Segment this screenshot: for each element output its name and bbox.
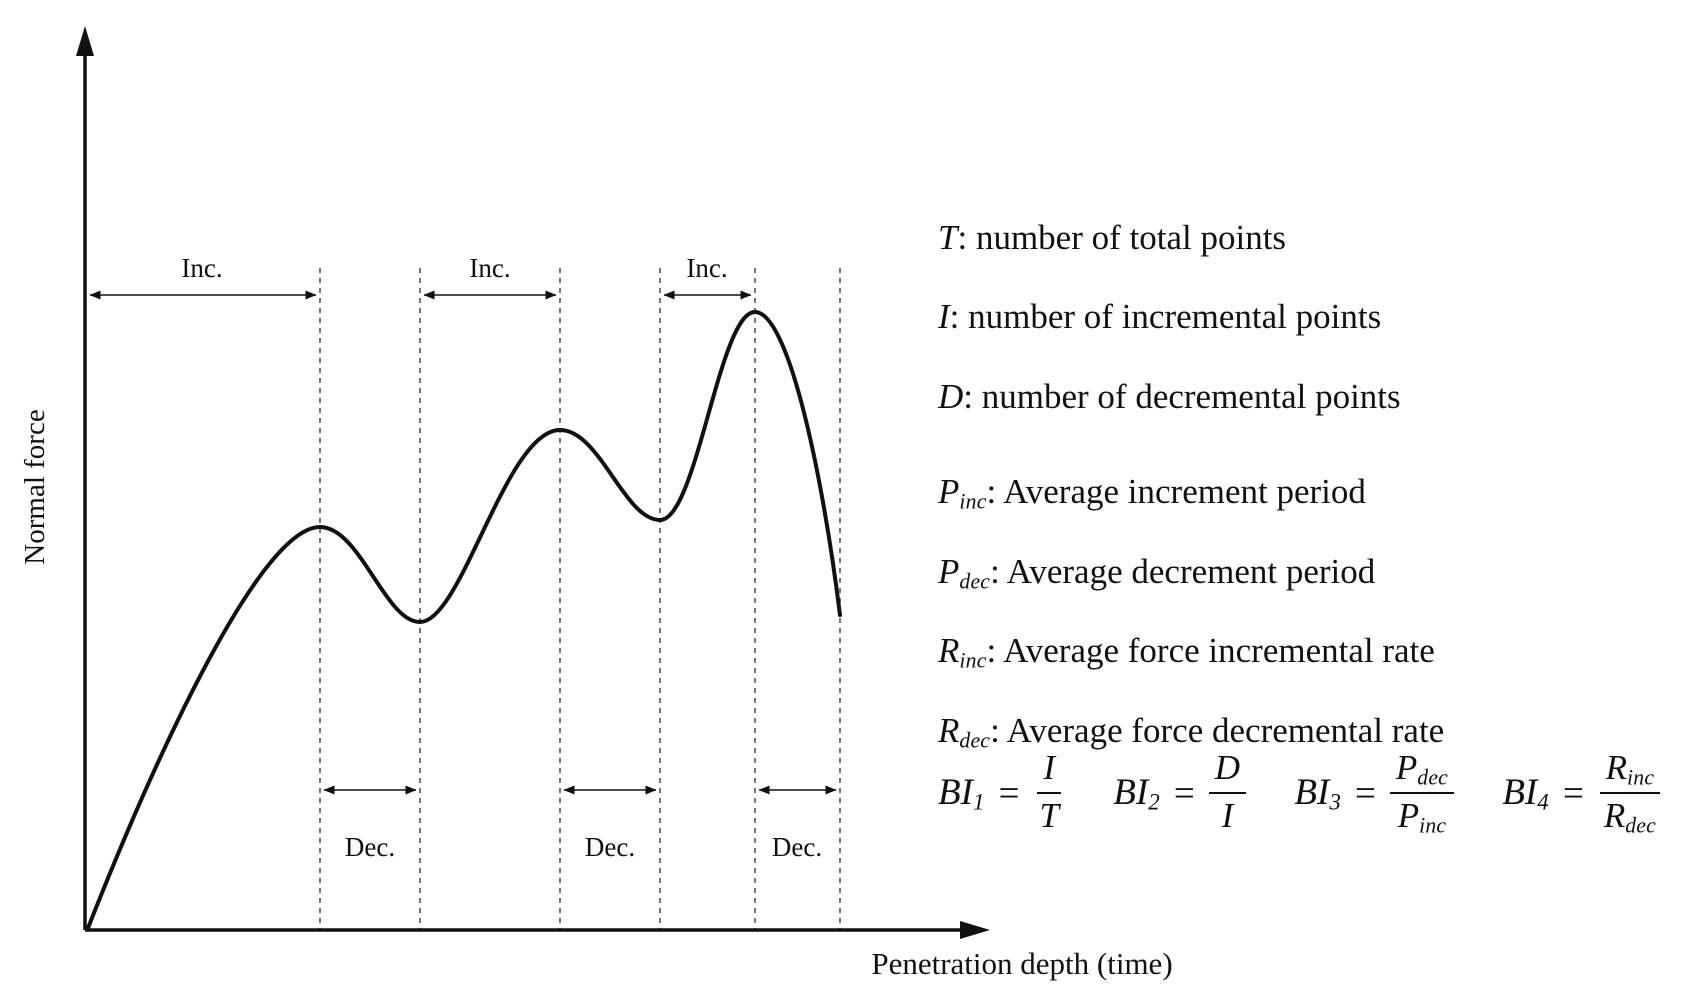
definition-incremental-points: I: number of incremental points: [938, 282, 1444, 361]
formula-bi4: BI4 = Rinc Rdec: [1502, 748, 1662, 839]
decrement-label: Dec.: [585, 832, 635, 862]
fraction-numerator: Rinc: [1599, 748, 1661, 795]
formula-lhs: BI2: [1113, 771, 1160, 816]
equals-sign: =: [1355, 772, 1376, 814]
fraction-numerator: D: [1208, 748, 1247, 795]
increment-label: Inc.: [469, 253, 510, 283]
definition-symbol: I: [938, 297, 950, 337]
fraction-numerator: Pdec: [1389, 748, 1455, 795]
decrement-label: Dec.: [345, 832, 395, 862]
increment-label: Inc.: [181, 253, 222, 283]
denominator-symbol: I: [1221, 796, 1234, 836]
definition-symbol: P: [938, 551, 960, 591]
definition-text: : number of decremental points: [963, 376, 1401, 416]
bi-index: 1: [972, 789, 985, 815]
fraction-numerator: I: [1037, 748, 1062, 795]
fraction: Pdec Pinc: [1389, 748, 1455, 839]
formula-bi3: BI3 = Pdec Pinc: [1294, 748, 1455, 839]
bi-symbol: BI: [938, 772, 973, 813]
denominator-symbol: R: [1603, 796, 1626, 836]
x-axis-arrowhead-icon: [960, 921, 990, 939]
definition-subscript: inc: [959, 489, 987, 514]
denominator-symbol: P: [1397, 796, 1420, 836]
definition-total-points: T: number of total points: [938, 203, 1444, 282]
denominator-subscript: dec: [1625, 813, 1656, 838]
definition-text: : Average force incremental rate: [986, 631, 1435, 671]
definition-text: : Average decrement period: [990, 551, 1376, 591]
fraction: D I: [1208, 748, 1247, 839]
definition-subscript: dec: [959, 727, 991, 752]
decrement-label: Dec.: [772, 832, 822, 862]
formula-bi2: BI2 = D I: [1113, 748, 1247, 839]
definition-subscript: inc: [959, 648, 987, 673]
formulas-row: BI1 = I T BI2 = D I BI3 = Pdec Pinc BI4: [938, 748, 1662, 839]
definition-text: : number of incremental points: [949, 297, 1382, 337]
equals-sign: =: [998, 772, 1020, 814]
definition-text: : Average force decremental rate: [990, 710, 1445, 750]
bi-symbol: BI: [1113, 772, 1149, 813]
definition-decremental-rate: Rdec: Average force decremental rate: [938, 696, 1444, 775]
formula-lhs: BI1: [938, 771, 985, 816]
fraction-denominator: Rdec: [1598, 794, 1662, 838]
fraction-denominator: T: [1034, 794, 1065, 838]
fraction: I T: [1034, 748, 1065, 839]
bi-index: 4: [1537, 789, 1549, 815]
formula-bi1: BI1 = I T: [938, 748, 1065, 839]
definition-text: : number of total points: [957, 218, 1287, 257]
bi-symbol: BI: [1294, 772, 1330, 813]
definition-subscript: dec: [959, 569, 991, 594]
definition-symbol: D: [938, 376, 964, 416]
numerator-subscript: dec: [1417, 765, 1449, 790]
definition-increment-period: Pinc: Average increment period: [938, 457, 1444, 536]
bi-index: 3: [1329, 789, 1342, 815]
definitions-list: T: number of total points I: number of i…: [938, 203, 1444, 775]
formula-lhs: BI4: [1502, 771, 1549, 816]
increment-label: Inc.: [686, 253, 727, 283]
numerator-symbol: P: [1395, 748, 1418, 787]
definition-text: : Average increment period: [986, 472, 1366, 512]
definition-decremental-points: D: number of decremental points: [938, 362, 1444, 441]
numerator-symbol: I: [1043, 748, 1056, 787]
fraction-denominator: Pinc: [1392, 794, 1453, 838]
numerator-symbol: D: [1214, 748, 1241, 787]
equals-sign: =: [1562, 772, 1584, 814]
bi-index: 2: [1148, 789, 1160, 815]
numerator-symbol: R: [1605, 748, 1628, 787]
y-axis-label: Normal force: [19, 409, 51, 564]
fraction-denominator: I: [1216, 794, 1240, 838]
denominator-symbol: T: [1039, 796, 1059, 836]
definition-symbol: R: [938, 631, 960, 671]
x-axis-label: Penetration depth (time): [871, 946, 1172, 981]
y-axis-arrowhead-icon: [76, 26, 94, 56]
definition-symbol: R: [938, 710, 960, 750]
definition-symbol: T: [938, 218, 958, 257]
numerator-subscript: inc: [1627, 765, 1655, 790]
definition-symbol: P: [938, 472, 960, 512]
definition-decrement-period: Pdec: Average decrement period: [938, 537, 1444, 616]
bi-symbol: BI: [1502, 772, 1538, 813]
fraction: Rinc Rdec: [1598, 748, 1662, 839]
equals-sign: =: [1173, 772, 1195, 814]
denominator-subscript: inc: [1419, 813, 1447, 838]
definition-incremental-rate: Rinc: Average force incremental rate: [938, 616, 1444, 695]
formula-lhs: BI3: [1294, 771, 1341, 816]
force-curve: [86, 309, 842, 930]
